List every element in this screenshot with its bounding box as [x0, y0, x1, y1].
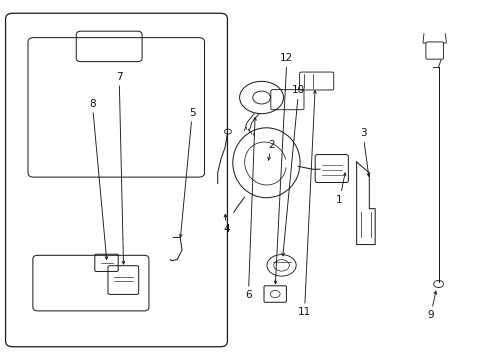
Text: 8: 8 — [89, 99, 96, 109]
Text: 4: 4 — [223, 225, 229, 234]
Text: 3: 3 — [359, 129, 366, 138]
Text: 1: 1 — [336, 195, 342, 205]
Text: 12: 12 — [280, 53, 293, 63]
Text: 10: 10 — [291, 85, 305, 95]
Text: 9: 9 — [427, 310, 433, 320]
Text: 2: 2 — [267, 140, 274, 150]
Text: 11: 11 — [297, 307, 310, 317]
Text: 7: 7 — [116, 72, 122, 82]
Text: 6: 6 — [244, 291, 251, 301]
Text: 5: 5 — [189, 108, 195, 118]
